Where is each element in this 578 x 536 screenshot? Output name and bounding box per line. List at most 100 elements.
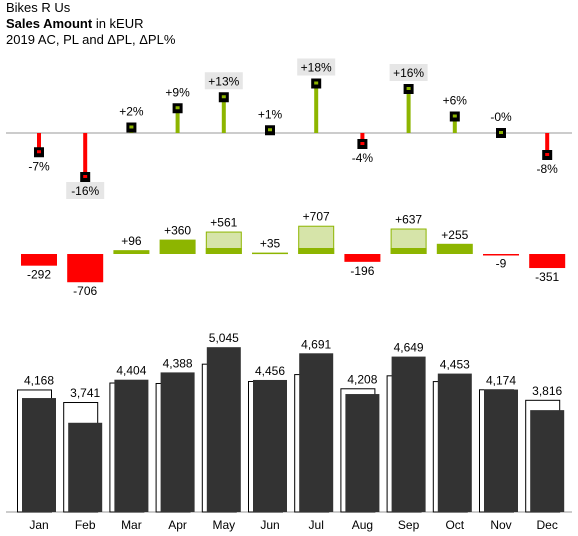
pct-label-bg-May xyxy=(204,72,243,90)
pct-pin-May xyxy=(221,97,226,133)
pct-label-Aug: -4% xyxy=(352,151,374,165)
pct-marker-core-Jun xyxy=(268,128,272,132)
delta-bar-Nov xyxy=(483,254,519,256)
month-label-May: May xyxy=(212,518,235,532)
ac-bar-Oct xyxy=(437,373,472,512)
ac-label-Oct: 4,453 xyxy=(440,358,470,372)
ac-label-Jun: 4,456 xyxy=(255,364,285,378)
ac-label-Aug: 4,208 xyxy=(347,372,377,386)
pct-label-Dec: -8% xyxy=(537,162,559,176)
delta-label-Jul: +707 xyxy=(303,210,330,224)
pct-label-Oct: +6% xyxy=(443,94,468,108)
pct-marker-core-Oct xyxy=(452,114,457,118)
ac-bar-Sep xyxy=(391,356,426,512)
month-label-Dec: Dec xyxy=(537,518,558,532)
delta-bar-Jan xyxy=(21,254,57,266)
delta-bar-Apr xyxy=(159,239,196,254)
ac-label-May: 5,045 xyxy=(209,331,239,345)
pct-label-Apr: +9% xyxy=(165,85,190,99)
ac-label-Jan: 4,168 xyxy=(24,373,54,387)
pct-marker-core-Apr xyxy=(175,106,180,110)
ac-bar-Aug xyxy=(345,394,380,512)
ac-bar-Apr xyxy=(160,372,195,512)
pct-marker-core-Sep xyxy=(406,87,411,90)
ac-label-Nov: 4,174 xyxy=(486,373,516,387)
delta-bar-Oct xyxy=(436,243,473,254)
ac-label-Feb: 3,741 xyxy=(70,386,100,400)
delta-label-Aug: -196 xyxy=(350,264,374,278)
delta-label-Dec: -351 xyxy=(535,270,559,284)
pct-marker-core-Jul xyxy=(314,81,319,85)
delta-label-Jan: -292 xyxy=(27,268,51,282)
delta-bar-Jun xyxy=(252,252,288,255)
ac-label-Dec: 3,816 xyxy=(532,384,562,398)
pct-marker-core-Aug xyxy=(360,142,365,145)
pct-marker-core-Dec xyxy=(545,153,550,156)
pct-pin-Jan xyxy=(37,133,41,153)
delta-label-Feb: -706 xyxy=(73,284,97,298)
pct-marker-core-Nov xyxy=(499,131,503,134)
ac-label-Mar: 4,404 xyxy=(116,364,146,378)
ac-bar-Jun xyxy=(253,379,287,512)
delta-bar-Aug xyxy=(344,254,381,262)
month-label-Apr: Apr xyxy=(168,518,187,532)
pct-marker-core-Mar xyxy=(129,125,134,129)
scenario-label: 2019 AC, PL and ΔPL, ΔPL% xyxy=(6,32,176,47)
ac-bar-Nov xyxy=(484,389,518,512)
delta-label-Nov: -9 xyxy=(496,256,507,270)
pct-label-Jan: -7% xyxy=(28,159,50,173)
delta-label-Sep: +637 xyxy=(395,213,422,227)
month-label-Aug: Aug xyxy=(352,518,373,532)
delta-bar-base-May xyxy=(205,248,242,254)
unit-label: in kEUR xyxy=(95,16,144,31)
delta-bar-Dec xyxy=(529,254,566,269)
month-label-Jun: Jun xyxy=(260,518,279,532)
delta-bar-Feb xyxy=(67,254,104,283)
pct-pin-Feb xyxy=(83,133,88,177)
month-label-Jul: Jul xyxy=(309,518,324,532)
pct-pin-Oct xyxy=(452,116,457,133)
delta-label-Oct: +255 xyxy=(441,228,468,242)
chart-title: Sales Amount in kEUR xyxy=(6,16,144,32)
month-label-Sep: Sep xyxy=(398,518,420,532)
pct-pin-Jul xyxy=(314,83,319,133)
month-label-Jan: Jan xyxy=(29,518,48,532)
pct-label-bg-Sep xyxy=(389,64,428,81)
delta-label-Jun: +35 xyxy=(260,237,281,251)
ac-bar-Feb xyxy=(68,422,103,512)
month-label-Nov: Nov xyxy=(490,518,511,532)
ac-bar-May xyxy=(206,347,241,512)
delta-bar-Mar xyxy=(113,250,150,254)
pct-pin-Aug xyxy=(360,133,365,144)
ac-bar-Jan xyxy=(22,398,56,512)
pct-label-bg-Jul xyxy=(297,58,336,76)
ac-bar-Jul xyxy=(299,353,334,512)
ac-label-Jul: 4,691 xyxy=(301,337,331,351)
pct-label-Sep: +16% xyxy=(393,66,424,80)
month-label-Oct: Oct xyxy=(445,518,464,532)
delta-bar-base-Sep xyxy=(390,248,427,254)
delta-bar-base-Jul xyxy=(298,248,335,254)
pct-label-Jun: +1% xyxy=(258,107,283,121)
measure-name: Sales Amount xyxy=(6,16,93,31)
pct-label-bg-Feb xyxy=(66,182,105,199)
pct-label-Mar: +2% xyxy=(119,105,144,119)
pct-pin-Dec xyxy=(545,133,550,155)
ac-bar-Dec xyxy=(530,410,565,512)
pct-marker-core-Feb xyxy=(83,175,88,178)
ac-label-Sep: 4,649 xyxy=(394,341,424,355)
pct-label-Feb: -16% xyxy=(71,184,99,198)
ac-bar-Mar xyxy=(114,379,149,512)
pct-marker-core-Jan xyxy=(37,150,41,154)
pct-pin-Apr xyxy=(175,108,180,133)
ac-label-Apr: 4,388 xyxy=(163,356,193,370)
month-label-Mar: Mar xyxy=(121,518,142,532)
delta-label-Mar: +96 xyxy=(121,234,142,248)
delta-label-Apr: +360 xyxy=(164,224,191,238)
pct-pin-Sep xyxy=(406,89,411,133)
company-name: Bikes R Us xyxy=(6,0,71,15)
delta-label-May: +561 xyxy=(210,216,237,230)
pct-label-May: +13% xyxy=(208,74,239,88)
pct-marker-core-May xyxy=(221,95,226,99)
